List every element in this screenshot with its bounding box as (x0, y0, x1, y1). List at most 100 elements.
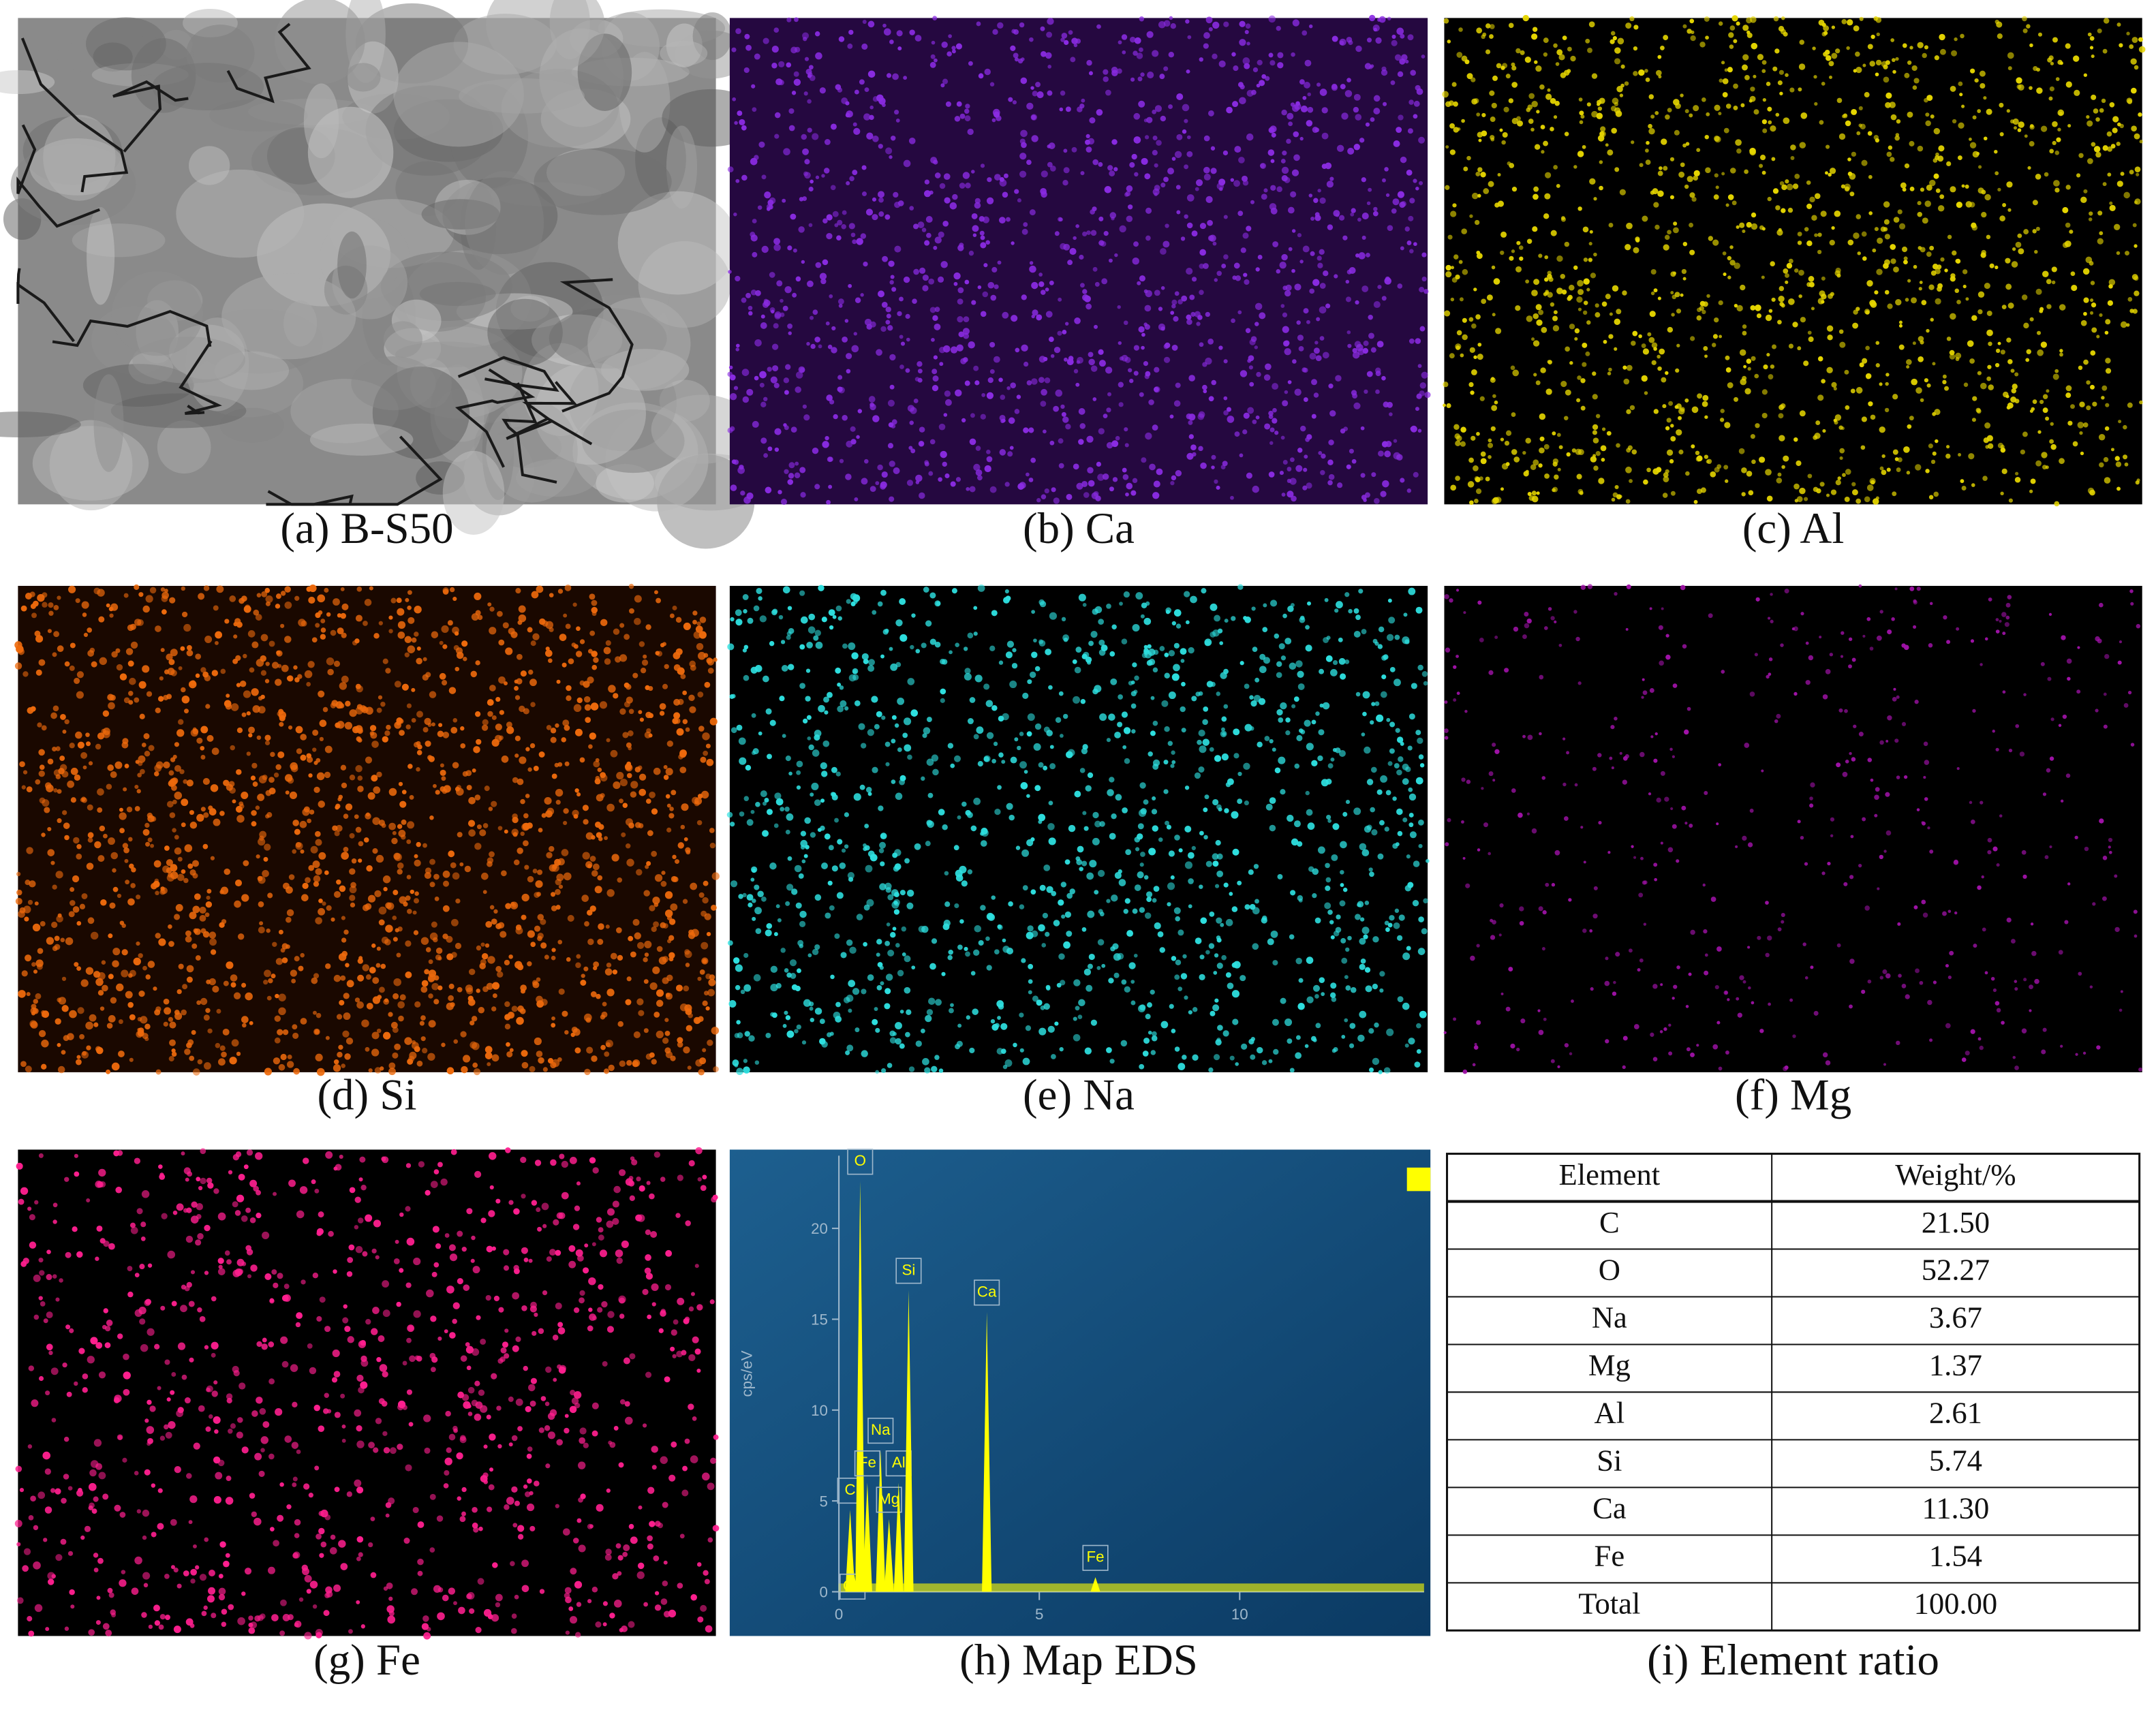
map-dot (1019, 732, 1024, 736)
map-dot (648, 733, 653, 738)
map-dot (1515, 266, 1522, 273)
map-dot (1038, 377, 1045, 384)
map-dot (1205, 16, 1213, 24)
map-dot (1843, 113, 1847, 117)
map-dot (792, 248, 797, 253)
map-dot (394, 1043, 401, 1050)
map-dot (1154, 386, 1159, 392)
map-dot (2070, 271, 2076, 277)
map-dot (1391, 208, 1397, 214)
map-dot (1329, 176, 1334, 181)
map-dot (2076, 173, 2081, 178)
map-dot (1210, 146, 1216, 151)
map-dot (2115, 461, 2122, 467)
texture (666, 125, 698, 209)
map-dot (1531, 290, 1538, 296)
map-dot (1988, 341, 1992, 346)
map-dot (1697, 393, 1702, 399)
map-dot (1718, 112, 1722, 116)
map-dot (951, 46, 956, 50)
map-dot (908, 446, 913, 450)
map-dot (1461, 228, 1467, 234)
map-dot (1167, 168, 1175, 175)
map-dot (76, 853, 82, 860)
texture (534, 148, 672, 215)
map-dot (1930, 114, 1935, 119)
map-dot (1462, 317, 1467, 323)
map-dot (1588, 258, 1592, 262)
map-dot (1297, 334, 1304, 341)
map-dot (1232, 275, 1237, 280)
map-dot (864, 318, 872, 326)
map-dot (1778, 404, 1785, 410)
map-dot (643, 979, 649, 984)
map-dot (1203, 166, 1210, 174)
map-dot (1259, 80, 1265, 87)
map-dot (589, 732, 597, 740)
map-dot (1233, 262, 1240, 269)
map-dot (1831, 52, 1838, 59)
map-dot (317, 594, 326, 603)
map-dot (164, 845, 170, 851)
map-dot (354, 997, 360, 1003)
map-dot (1661, 138, 1667, 145)
map-dot (1233, 65, 1239, 72)
map-dot (508, 954, 513, 959)
map-dot (1577, 279, 1584, 287)
map-dot (519, 756, 527, 764)
map-dot (195, 673, 200, 679)
map-dot (793, 78, 801, 86)
map-dot (41, 832, 46, 837)
map-dot (1470, 369, 1477, 375)
map-dot (807, 280, 814, 287)
map-dot (1531, 101, 1538, 108)
map-dot (1036, 91, 1044, 99)
map-dot (322, 901, 326, 906)
map-dot (147, 815, 155, 822)
map-dot (407, 605, 412, 610)
map-dot (606, 962, 612, 968)
map-dot (2014, 372, 2019, 377)
map-dot (1713, 317, 1719, 323)
map-dot (122, 843, 129, 849)
map-dot (830, 123, 837, 130)
map-dot (371, 741, 379, 748)
map-dot (2116, 181, 2123, 187)
map-dot (2114, 456, 2120, 461)
map-dot (1522, 450, 1526, 455)
map-dot (1672, 271, 1676, 275)
map-dot (1922, 52, 1927, 59)
map-dot (1485, 23, 1491, 29)
map-dot (1614, 167, 1620, 172)
map-dot (588, 744, 593, 749)
map-dot (801, 260, 805, 264)
map-dot (2020, 449, 2026, 455)
map-dot (1053, 346, 1061, 354)
map-dot (1841, 18, 1847, 25)
map-dot (885, 307, 891, 313)
map-dot (538, 751, 545, 758)
map-dot (2054, 151, 2060, 155)
map-dot (1682, 277, 1687, 281)
map-dot (652, 897, 660, 905)
map-dot (349, 709, 357, 717)
map-dot (958, 331, 965, 338)
map-dot (1778, 413, 1784, 419)
map-dot (589, 905, 596, 912)
map-dot (1970, 68, 1975, 74)
map-dot (1920, 398, 1924, 403)
map-dot (656, 946, 663, 952)
map-dot (536, 1050, 543, 1057)
map-dot (1417, 364, 1422, 369)
map-dot (828, 484, 833, 489)
map-dot (1552, 325, 1560, 332)
map-dot (520, 831, 525, 837)
map-dot (255, 805, 260, 810)
map-dot (2131, 37, 2138, 43)
map-dot (1814, 233, 1818, 237)
map-dot (1058, 463, 1064, 469)
map-dot (1574, 337, 1578, 341)
map-dot (788, 125, 795, 131)
map-dot (1736, 305, 1743, 312)
map-dot (1724, 68, 1728, 72)
